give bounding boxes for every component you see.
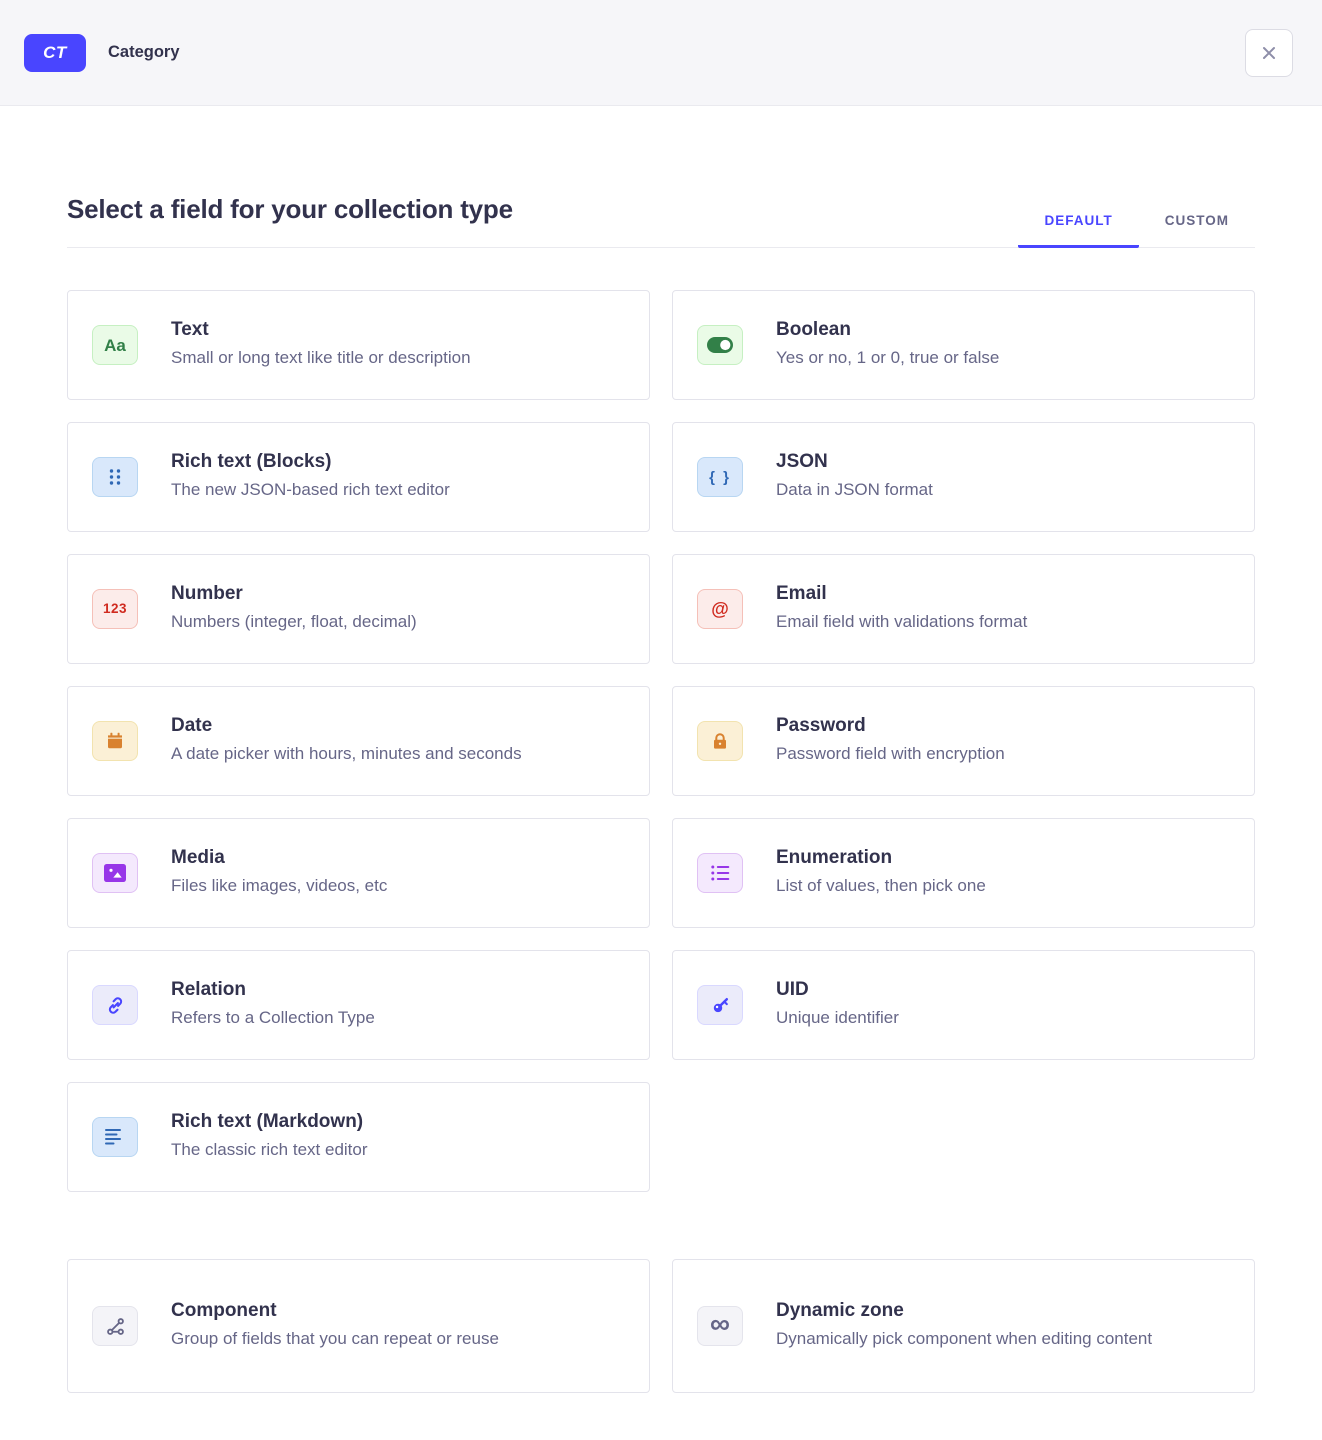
field-description: Refers to a Collection Type — [171, 1008, 375, 1028]
blocks-dots-icon — [92, 457, 138, 497]
bullet-list-icon — [697, 853, 743, 893]
boolean-toggle-icon — [697, 325, 743, 365]
title-row: Select a field for your collection type … — [67, 194, 1255, 248]
field-card-date[interactable]: Date A date picker with hours, minutes a… — [67, 686, 650, 796]
field-title: JSON — [776, 451, 828, 473]
tab-custom[interactable]: CUSTOM — [1139, 213, 1255, 248]
lock-icon — [697, 721, 743, 761]
modal-header: CT Category — [0, 0, 1322, 106]
close-icon — [1258, 42, 1280, 64]
modal-body: Select a field for your collection type … — [0, 194, 1322, 1433]
number-123-icon: 123 — [92, 589, 138, 629]
field-title: Rich text (Blocks) — [171, 451, 332, 473]
field-card-json[interactable]: { } JSON Data in JSON format — [672, 422, 1255, 532]
field-description: Data in JSON format — [776, 480, 933, 500]
field-description: The classic rich text editor — [171, 1140, 368, 1160]
field-card-media[interactable]: Media Files like images, videos, etc — [67, 818, 650, 928]
close-button[interactable] — [1245, 28, 1293, 77]
field-grid-default: Aa Text Small or long text like title or… — [67, 290, 1255, 1192]
field-title: Date — [171, 715, 213, 737]
field-title: Component — [171, 1300, 277, 1322]
infinity-icon: ∞ — [697, 1306, 743, 1346]
field-title: Password — [776, 715, 866, 737]
field-card-component[interactable]: Component Group of fields that you can r… — [67, 1259, 650, 1393]
field-description: Files like images, videos, etc — [171, 876, 388, 896]
field-description: Password field with encryption — [776, 744, 1005, 764]
content-type-badge: CT — [24, 33, 86, 72]
field-title: Email — [776, 583, 827, 605]
field-description: Yes or no, 1 or 0, true or false — [776, 348, 1000, 368]
field-description: List of values, then pick one — [776, 876, 986, 896]
field-grid-advanced: Component Group of fields that you can r… — [67, 1259, 1255, 1393]
field-description: A date picker with hours, minutes and se… — [171, 744, 522, 764]
field-title: Text — [171, 319, 209, 341]
field-source-tabs: DEFAULT CUSTOM — [1018, 213, 1255, 248]
component-nodes-icon — [92, 1306, 138, 1346]
page-title: Select a field for your collection type — [67, 194, 513, 224]
email-at-icon: @ — [697, 589, 743, 629]
field-card-uid[interactable]: UID Unique identifier — [672, 950, 1255, 1060]
field-description: Group of fields that you can repeat or r… — [171, 1329, 499, 1349]
field-description: Email field with validations format — [776, 612, 1028, 632]
calendar-icon — [92, 721, 138, 761]
field-title: Boolean — [776, 319, 851, 341]
text-icon: Aa — [92, 325, 138, 365]
field-card-number[interactable]: 123 Number Numbers (integer, float, deci… — [67, 554, 650, 664]
field-description: Small or long text like title or descrip… — [171, 348, 471, 368]
field-description: Numbers (integer, float, decimal) — [171, 612, 417, 632]
field-description: The new JSON-based rich text editor — [171, 480, 450, 500]
field-card-enumeration[interactable]: Enumeration List of values, then pick on… — [672, 818, 1255, 928]
field-title: Number — [171, 583, 243, 605]
field-card-dynamic-zone[interactable]: ∞ Dynamic zone Dynamically pick componen… — [672, 1259, 1255, 1393]
tab-default[interactable]: DEFAULT — [1018, 213, 1139, 248]
field-card-rich-text-markdown[interactable]: Rich text (Markdown) The classic rich te… — [67, 1082, 650, 1192]
field-title: Rich text (Markdown) — [171, 1111, 364, 1133]
field-card-boolean[interactable]: Boolean Yes or no, 1 or 0, true or false — [672, 290, 1255, 400]
field-title: Media — [171, 847, 225, 869]
content-type-name: Category — [108, 43, 180, 61]
relation-link-icon — [92, 985, 138, 1025]
field-title: Dynamic zone — [776, 1300, 904, 1322]
key-icon — [697, 985, 743, 1025]
field-card-email[interactable]: @ Email Email field with validations for… — [672, 554, 1255, 664]
field-title: Enumeration — [776, 847, 893, 869]
field-description: Dynamically pick component when editing … — [776, 1329, 1153, 1349]
field-description: Unique identifier — [776, 1008, 899, 1028]
field-card-password[interactable]: Password Password field with encryption — [672, 686, 1255, 796]
field-title: UID — [776, 979, 809, 1001]
field-card-text[interactable]: Aa Text Small or long text like title or… — [67, 290, 650, 400]
media-image-icon — [92, 853, 138, 893]
markdown-lines-icon — [92, 1117, 138, 1157]
field-card-rich-text-blocks[interactable]: Rich text (Blocks) The new JSON-based ri… — [67, 422, 650, 532]
json-braces-icon: { } — [697, 457, 743, 497]
field-title: Relation — [171, 979, 246, 1001]
field-card-relation[interactable]: Relation Refers to a Collection Type — [67, 950, 650, 1060]
